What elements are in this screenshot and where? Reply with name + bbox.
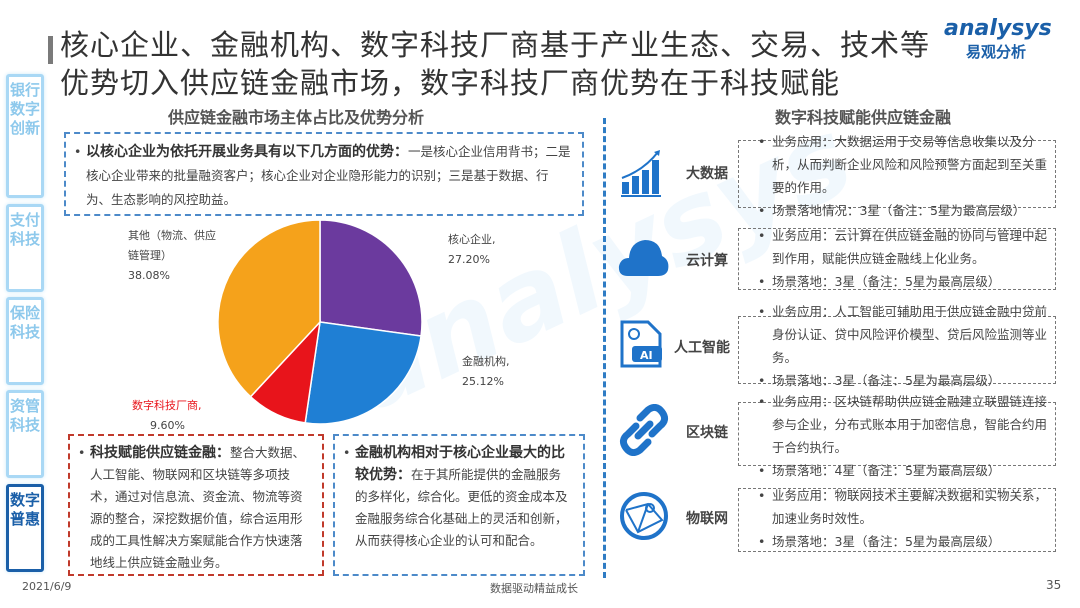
desc-line: 场景落地：3星（备注：5星为最高层级） — [758, 530, 1058, 553]
globe-network-icon — [620, 492, 668, 540]
desc-line: 业务应用：区块链帮助供应链金融建立联盟链连接参与企业，分布式账本用于加密信息，智… — [758, 390, 1058, 459]
box-heading: 金融机构相对于核心企业最大的比较优势： — [355, 445, 565, 483]
finance-inst-box: • 金融机构相对于核心企业最大的比较优势：在于其所能提供的金融服务的多样化，综合化… — [333, 434, 585, 576]
label-value: 25.12% — [462, 375, 504, 388]
sidebar-tab-bank[interactable]: 银行数字创新 — [6, 74, 44, 198]
logo: analysys 易观分析 — [944, 16, 1064, 72]
desc-line: 业务应用：云计算在供应链金融的协同与管理中起到作用，赋能供应链金融线上化业务。 — [758, 224, 1058, 270]
sidebar-tab-asset[interactable]: 资管科技 — [6, 390, 44, 478]
pie-label-finance: 金融机构, 25.12% — [462, 352, 542, 392]
tech-label-cloud: 云计算 — [686, 253, 728, 269]
pie-slice-3 — [217, 219, 321, 398]
tech-label-ai: 人工智能 — [674, 340, 730, 356]
ai-document-icon: AI — [620, 320, 662, 368]
desc-line: 业务应用：人工智能可辅助用于供应链金融中贷前身份认证、贷中风险评价模型、贷后风险… — [758, 300, 1058, 369]
desc-line: 场景落地：3星（备注：5星为最高层级） — [758, 270, 1058, 293]
column-divider — [603, 118, 606, 578]
desc-line: 场景落地情况：3星（备注：5星为最高层级） — [758, 199, 1058, 222]
chain-link-icon — [619, 404, 669, 456]
sidebar-tab-inclusive[interactable]: 数字普惠 — [6, 484, 44, 572]
sidebar-tab-payment[interactable]: 支付科技 — [6, 204, 44, 292]
desc-line: 业务应用：大数据运用于交易等信息收集以及分析，从而判断企业风险和风险预警方面起到… — [758, 130, 1058, 199]
logo-cn: 易观分析 — [966, 43, 1027, 61]
label-value: 27.20% — [448, 253, 490, 266]
box-text: 整合大数据、人工智能、物联网和区块链等多项技术，通过对信息流、资金流、物流等资源… — [90, 445, 306, 570]
bar-chart-growth-icon — [621, 150, 661, 197]
desc-line: 业务应用：物联网技术主要解决数据和实物关系，加速业务时效性。 — [758, 484, 1058, 530]
pie-label-other: 其他（物流、供应链管理） 38.08% — [128, 226, 224, 286]
cloud-icon — [618, 240, 669, 276]
page-number: 35 — [1046, 578, 1062, 592]
pie-chart — [217, 219, 423, 425]
box-text: 一是核心企业信用背书；二是核心企业带来的批量融资客户；核心企业对企业隐形能力的识… — [86, 144, 571, 207]
label-text: 其他（物流、供应链管理） — [128, 229, 216, 262]
footer-date: 2021/6/9 — [22, 580, 72, 593]
tech-desc-blockchain: 业务应用：区块链帮助供应链金融建立联盟链连接参与企业，分布式账本用于加密信息，智… — [758, 390, 1058, 482]
tech-desc-cloud: 业务应用：云计算在供应链金融的协同与管理中起到作用，赋能供应链金融线上化业务。场… — [758, 224, 1058, 293]
tech-desc-iot: 业务应用：物联网技术主要解决数据和实物关系，加速业务时效性。场景落地：3星（备注… — [758, 484, 1058, 553]
tech-label-bigdata: 大数据 — [686, 166, 728, 182]
box-heading: 以核心企业为依托开展业务具有以下几方面的优势： — [86, 144, 408, 160]
footer-slogan: 数据驱动精益成长 — [490, 582, 578, 595]
right-subtitle: 数字科技赋能供应链金融 — [775, 108, 952, 127]
label-value: 9.60% — [150, 419, 185, 432]
box-text: 在于其所能提供的金融服务的多样化，综合化。更低的资金成本及金融服务综合化基础上的… — [355, 467, 568, 548]
title-accent-bar — [48, 36, 53, 64]
label-value: 38.08% — [128, 269, 170, 282]
svg-text:AI: AI — [640, 349, 653, 362]
label-text: 金融机构, — [462, 355, 510, 368]
tech-empower-box: • 科技赋能供应链金融：整合大数据、人工智能、物联网和区块链等多项技术，通过对信息… — [68, 434, 324, 576]
desc-line: 场景落地：3星（备注：5星为最高层级） — [758, 369, 1058, 392]
page-title: 核心企业、金融机构、数字科技厂商基于产业生态、交易、技术等优势切入供应链金融市场… — [60, 28, 931, 100]
pie-slice-1 — [304, 321, 422, 425]
logo-brand: analysys — [944, 16, 1052, 41]
label-text: 核心企业, — [448, 233, 496, 246]
label-text: 数字科技厂商, — [132, 399, 202, 412]
left-subtitle: 供应链金融市场主体占比及优势分析 — [168, 108, 425, 127]
tech-desc-bigdata: 业务应用：大数据运用于交易等信息收集以及分析，从而判断企业风险和风险预警方面起到… — [758, 130, 1058, 222]
pie-label-tech: 数字科技厂商, 9.60% — [132, 396, 222, 436]
tech-label-iot: 物联网 — [686, 511, 728, 527]
box-heading: 科技赋能供应链金融： — [90, 445, 230, 461]
pie-label-core: 核心企业, 27.20% — [448, 230, 528, 270]
tech-desc-ai: 业务应用：人工智能可辅助用于供应链金融中贷前身份认证、贷中风险评价模型、贷后风险… — [758, 300, 1058, 392]
sidebar-tab-insurance[interactable]: 保险科技 — [6, 297, 44, 385]
desc-line: 场景落地：4星（备注：5星为最高层级） — [758, 459, 1058, 482]
core-enterprise-box: • 以核心企业为依托开展业务具有以下几方面的优势：一是核心企业信用背书；二是核心企… — [64, 132, 584, 216]
pie-slice-0 — [319, 219, 423, 337]
tech-label-blockchain: 区块链 — [686, 425, 728, 441]
